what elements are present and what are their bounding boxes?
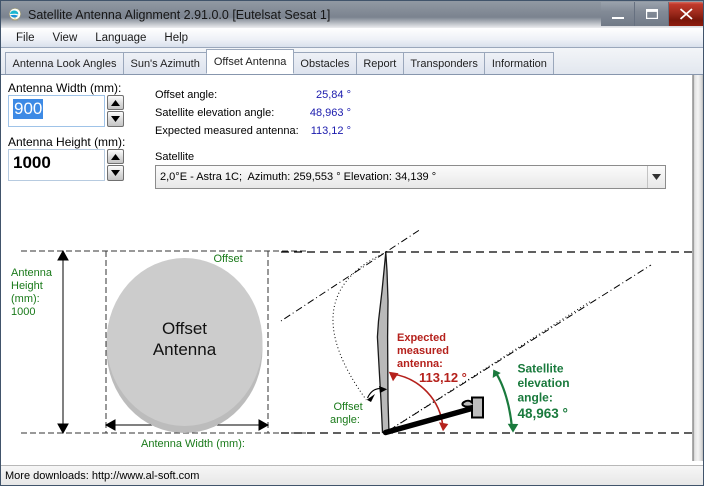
svg-text:Expected: Expected (397, 332, 446, 344)
svg-text:1000: 1000 (11, 306, 35, 318)
svg-text:113,12 °: 113,12 ° (419, 370, 467, 385)
svg-text:Height: Height (11, 280, 43, 292)
svg-text:antenna:: antenna: (397, 358, 443, 370)
svg-text:Antenna Width (mm):: Antenna Width (mm): (141, 438, 245, 450)
svg-text:Satellite: Satellite (518, 362, 564, 376)
svg-text:Antenna: Antenna (11, 267, 53, 279)
svg-text:(mm):: (mm): (11, 293, 40, 305)
svg-text:measured: measured (397, 345, 449, 357)
svg-text:48,963 °: 48,963 ° (518, 406, 568, 421)
svg-text:Antenna: Antenna (153, 340, 217, 359)
svg-text:angle:: angle: (518, 391, 553, 405)
svg-text:elevation: elevation (518, 376, 570, 390)
svg-text:Offset: Offset (162, 319, 207, 338)
svg-text:angle:: angle: (330, 414, 360, 426)
svg-text:Offset: Offset (334, 401, 363, 413)
svg-text:Offset: Offset (214, 253, 243, 265)
